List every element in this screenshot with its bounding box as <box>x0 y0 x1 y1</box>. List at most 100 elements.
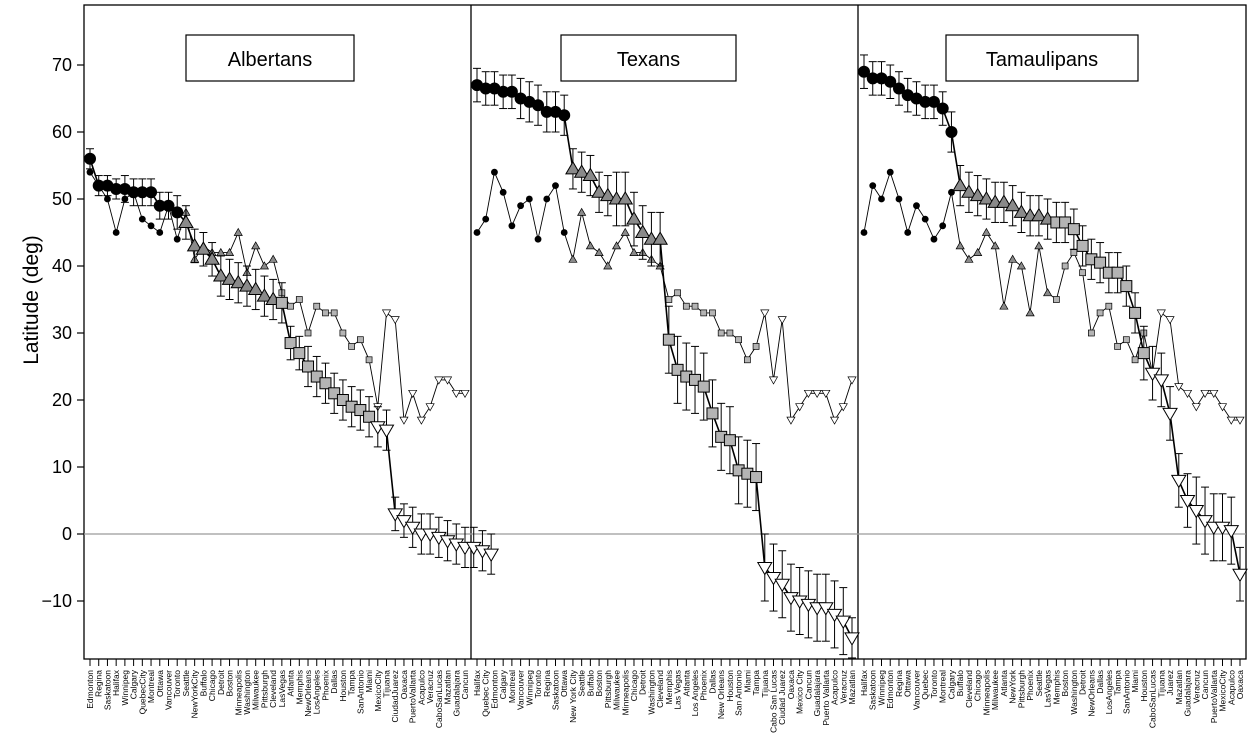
estimate-point <box>1067 223 1080 236</box>
estimate-point <box>892 82 905 95</box>
actual-point <box>869 182 877 190</box>
estimate-point <box>284 337 297 350</box>
city-label: Buffalo <box>955 670 965 697</box>
actual-point <box>1226 416 1236 425</box>
city-label: Acapulco <box>1226 670 1236 705</box>
city-label: Tampa <box>1113 670 1123 696</box>
estimate-point <box>178 214 194 228</box>
estimate-point <box>978 191 995 205</box>
panel-title-box <box>185 34 355 82</box>
estimate-point <box>756 562 773 576</box>
estimate-point <box>378 424 395 439</box>
city-label: Seattle <box>1034 670 1044 697</box>
actual-point <box>921 215 929 223</box>
actual-point <box>760 309 770 318</box>
actual-point <box>717 329 725 337</box>
city-label: Washington <box>646 670 656 715</box>
city-label: Boston <box>225 670 235 697</box>
city-label: Regina <box>894 670 904 697</box>
city-label: Veracruz <box>838 670 848 704</box>
actual-point <box>973 247 983 256</box>
estimate-point <box>195 241 212 255</box>
estimate-point <box>936 102 949 115</box>
actual-point <box>233 227 243 236</box>
city-label: Saskatoon <box>868 670 878 710</box>
city-label: Winnipeg <box>120 670 130 706</box>
city-label: Phoenix <box>699 669 709 700</box>
estimate-point <box>153 199 166 212</box>
actual-point <box>743 356 751 364</box>
actual-point <box>1043 288 1053 297</box>
actual-point <box>803 389 813 399</box>
estimate-point <box>1179 495 1196 509</box>
actual-point <box>425 403 435 412</box>
estimate-point <box>239 278 255 292</box>
city-label: MexicoCity <box>1218 669 1228 711</box>
estimate-point <box>634 224 651 238</box>
city-label: Calgary <box>946 669 956 699</box>
actual-point <box>339 329 347 337</box>
actual-point <box>812 389 822 399</box>
city-label: Dallas <box>707 670 717 694</box>
actual-point <box>508 222 516 230</box>
actual-point <box>577 207 587 216</box>
estimate-point <box>230 274 247 289</box>
city-label: Quebec <box>920 669 930 700</box>
actual-point <box>313 302 321 310</box>
actual-point <box>517 202 525 210</box>
city-label: Calgary <box>498 669 508 699</box>
city-label: Saskatoon <box>550 670 560 710</box>
actual-point <box>964 254 974 263</box>
actual-point <box>381 309 392 318</box>
y-tick-label: 40 <box>52 256 72 276</box>
estimate-point <box>110 182 123 195</box>
city-label: Washington <box>242 670 252 715</box>
estimate-point <box>945 126 958 138</box>
city-label: MexicoCity <box>373 669 383 711</box>
city-label: CiudadJuarez <box>390 670 400 722</box>
estimate-point <box>328 387 341 400</box>
city-label: Detroit <box>1078 669 1088 695</box>
actual-point <box>726 329 734 337</box>
city-label: Oaxaca <box>1235 670 1245 700</box>
estimate-point <box>336 394 349 406</box>
actual-point <box>955 241 965 250</box>
city-label: Dallas <box>1095 670 1105 694</box>
estimate-point <box>1076 239 1089 252</box>
estimate-point <box>354 404 367 417</box>
actual-point <box>322 309 329 317</box>
actual-point <box>939 222 947 230</box>
actual-point <box>1025 308 1035 317</box>
actual-point <box>847 376 857 385</box>
estimate-point <box>866 72 879 85</box>
actual-point <box>147 222 155 230</box>
estimate-point <box>723 434 736 447</box>
estimate-point <box>92 179 105 192</box>
estimate-point <box>483 548 500 563</box>
city-label: Tijuana <box>382 670 392 698</box>
city-label: Detroit <box>638 669 648 695</box>
actual-point <box>525 195 533 203</box>
city-label: Chicago <box>973 670 983 701</box>
estimate-point <box>858 65 870 78</box>
estimate-point <box>697 380 710 393</box>
panel-title-box <box>560 34 737 82</box>
panel-title: Tamaulipans <box>986 49 1098 71</box>
panel-title: Albertans <box>228 49 313 71</box>
city-label: New Orleans <box>716 670 726 719</box>
city-label: Juarez <box>1165 670 1175 696</box>
estimate-point <box>497 85 510 98</box>
actual-point <box>1053 296 1060 303</box>
estimate-point <box>1129 306 1142 319</box>
actual-point <box>451 389 461 399</box>
city-label: Winnipeg <box>876 670 886 706</box>
actual-point <box>735 336 742 344</box>
estimate-point <box>1137 347 1150 360</box>
city-label: Cancun <box>803 670 813 700</box>
city-label: Pittsburgh <box>1016 670 1026 709</box>
actual-point <box>700 309 708 317</box>
city-label: Atlanta <box>681 670 691 697</box>
estimate-point <box>247 281 264 295</box>
actual-point <box>895 195 903 203</box>
